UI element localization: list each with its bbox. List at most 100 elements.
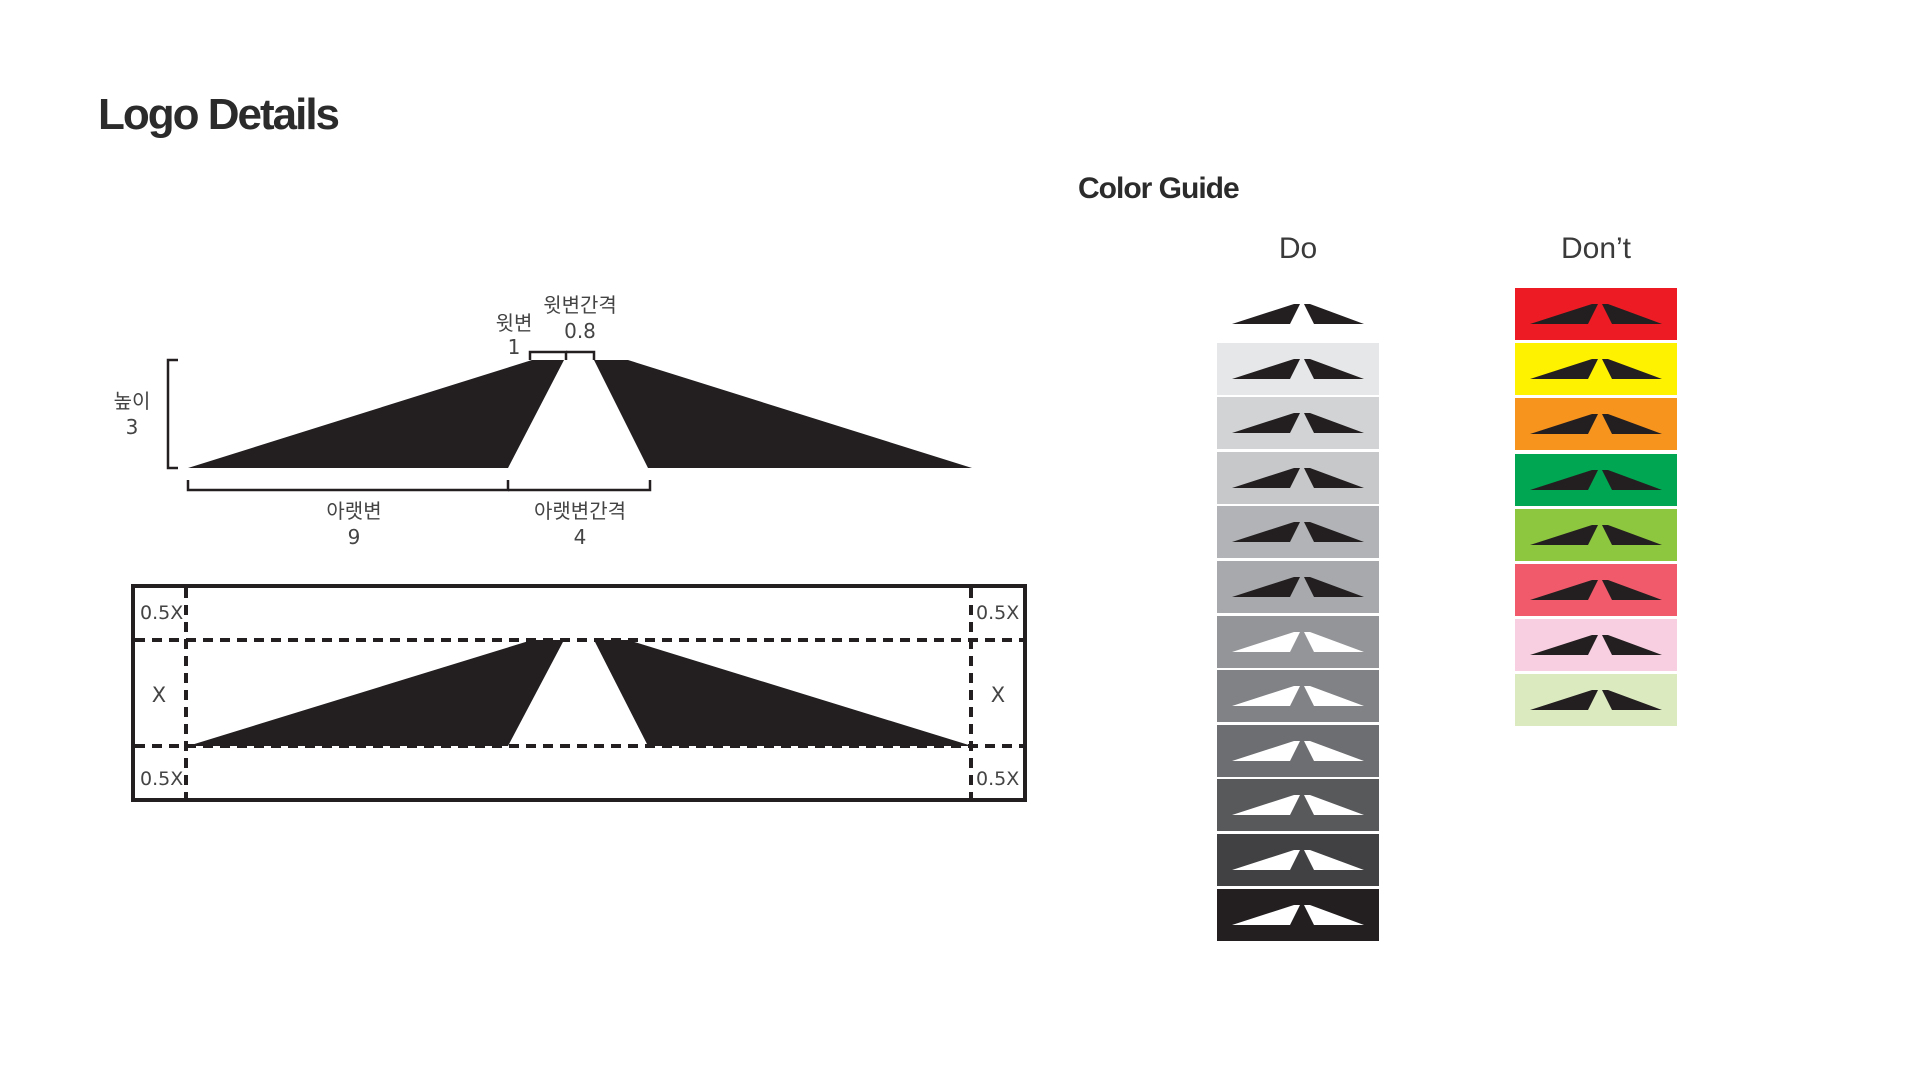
logo-mark-icon [1232,467,1364,488]
do-swatch [1217,670,1379,723]
do-swatch [1217,397,1379,450]
dimension-logo [188,360,972,468]
logo-left-wing [1232,740,1300,761]
clear-bottom-right-label: 0.5X [976,768,1019,790]
logo-right-wing [1304,795,1364,816]
do-swatch [1217,288,1379,340]
dont-swatch [1515,619,1677,672]
do-swatch [1217,615,1379,668]
logo-right-wing [1602,524,1662,545]
logo-right-wing [1304,358,1364,379]
dont-column-title: Don’t [1560,232,1632,265]
logo-mark-icon [1530,690,1662,711]
do-swatch [1217,724,1379,777]
dont-swatch [1515,508,1677,561]
do-swatch [1217,779,1379,832]
logo-right-wing [594,360,972,468]
logo-mark-icon [1232,413,1364,434]
logo-left-wing [1530,359,1598,380]
color-guide-title: Color Guide [1078,172,1240,205]
logo-right-wing [1602,414,1662,435]
clear-space-logo [188,640,972,746]
do-swatch [1217,561,1379,613]
logo-left-wing [1530,690,1598,711]
logo-left-wing [1232,358,1300,379]
clear-logo-right-wing [594,640,972,746]
clear-space-guides [135,588,1023,798]
logo-mark-icon [1232,522,1364,543]
do-swatch [1217,451,1379,504]
dont-swatch [1515,343,1677,396]
dimension-brackets [166,350,652,492]
height-label: 높이 [114,389,151,413]
do-swatch [1217,342,1379,395]
logo-mark-icon [1530,414,1662,435]
logo-mark-icon [1232,304,1364,324]
page-title: Logo Details [98,90,340,139]
logo-right-wing [1304,522,1364,543]
logo-right-wing [1602,690,1662,711]
top-side-bracket [528,350,568,360]
logo-right-wing [1602,304,1662,324]
logo-right-wing [1304,631,1364,652]
logo-mark-icon [1232,686,1364,707]
logo-right-wing [1602,359,1662,380]
bottom-gap-label: 아랫변간격 [534,499,626,523]
logo-mark-icon [1530,635,1662,656]
logo-mark-icon [1232,740,1364,761]
bottom-gap-value: 4 [574,525,587,549]
logo-left-wing [1530,635,1598,656]
height-value: 3 [126,415,139,439]
logo-right-wing [1304,904,1364,925]
dont-swatch [1515,674,1677,727]
dont-swatch [1515,288,1677,340]
top-gap-bracket [566,350,596,360]
bottom-side-label: 아랫변 [326,499,381,523]
logo-left-wing [1232,577,1300,597]
logo-mark-icon [1232,358,1364,379]
logo-right-wing [1602,469,1662,490]
logo-mark-icon [1530,359,1662,380]
logo-right-wing [1304,686,1364,707]
dont-swatch [1515,398,1677,451]
logo-right-wing [1602,580,1662,600]
clear-bottom-left-label: 0.5X [140,768,183,790]
clear-top-right-label: 0.5X [976,602,1019,624]
clear-mid-right-label: X [991,683,1005,707]
logo-left-wing [1232,686,1300,707]
logo-left-wing [1530,524,1598,545]
do-swatch [1217,834,1379,886]
do-swatch [1217,888,1379,941]
dont-swatch [1515,453,1677,506]
logo-left-wing [1232,795,1300,816]
logo-mark-icon [1530,524,1662,545]
logo-left-wing [188,360,564,468]
logo-left-wing [1232,304,1300,324]
dont-swatch [1515,564,1677,616]
top-gap-label: 윗변간격 [543,293,617,317]
logo-left-wing [1232,467,1300,488]
logo-mark-icon [1232,795,1364,816]
clear-logo-left-wing [188,640,564,746]
logo-left-wing [1530,304,1598,324]
do-swatch [1217,506,1379,559]
bottom-side-value: 9 [348,525,361,549]
logo-left-wing [1232,904,1300,925]
logo-right-wing [1304,413,1364,434]
clear-mid-left-label: X [152,683,166,707]
logo-right-wing [1602,635,1662,656]
logo-mark-icon [1232,631,1364,652]
logo-left-wing [1232,631,1300,652]
logo-left-wing [1530,414,1598,435]
top-gap-value: 0.8 [564,319,596,343]
logo-mark-icon [1232,577,1364,597]
logo-left-wing [1530,580,1598,600]
logo-mark-icon [1232,850,1364,870]
logo-left-wing [1232,850,1300,870]
bottom-side-bracket [186,480,510,492]
logo-right-wing [1304,304,1364,324]
logo-right-wing [1304,740,1364,761]
logo-right-wing [1304,850,1364,870]
logo-left-wing [1530,469,1598,490]
